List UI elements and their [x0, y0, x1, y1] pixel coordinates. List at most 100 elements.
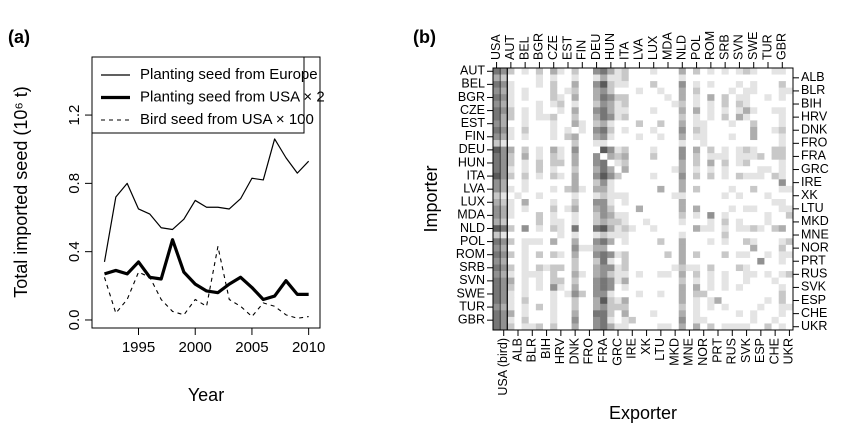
x-tick-label: BGR [532, 33, 546, 60]
heat-cell [650, 94, 658, 102]
heat-cell [778, 218, 787, 226]
heat-cell [785, 146, 794, 154]
heat-cell [600, 192, 608, 200]
heat-cell [721, 107, 730, 115]
heat-cell [621, 113, 630, 121]
heat-cell [693, 126, 701, 134]
heat-cell [514, 231, 522, 239]
heat-cell [550, 81, 558, 88]
heat-cell [721, 166, 730, 174]
heat-cell [578, 126, 587, 134]
heat-cell [771, 231, 780, 239]
heat-cell [614, 238, 622, 246]
heat-cell [507, 251, 515, 259]
heat-cell [521, 113, 530, 121]
heat-cell [500, 87, 508, 95]
heat-cell [728, 199, 737, 206]
heat-cell [535, 323, 544, 331]
heat-cell [657, 251, 665, 259]
heat-cell [621, 74, 630, 82]
heat-cell [657, 94, 665, 102]
heat-cell [635, 251, 644, 259]
heat-cell [700, 87, 708, 95]
heat-cell [693, 172, 701, 180]
heat-cell [671, 192, 680, 200]
heat-cell [557, 316, 565, 324]
heat-cell [578, 310, 587, 318]
heat-cell [514, 271, 522, 278]
heat-cell [757, 172, 765, 180]
heat-cell [721, 192, 730, 200]
heat-cell [685, 316, 694, 324]
x-tick-label: FRO [582, 338, 596, 365]
heat-cell [635, 100, 644, 108]
heat-cell [571, 81, 580, 88]
heat-cell [521, 238, 530, 246]
heat-cell [621, 179, 630, 187]
heat-cell [700, 271, 708, 278]
heat-cell [543, 244, 551, 252]
heat-cell [564, 205, 572, 213]
heat-cell [628, 74, 637, 82]
heat-cell [614, 74, 622, 82]
heat-cell [521, 290, 530, 298]
heat-cell [743, 74, 751, 82]
heat-cell [528, 68, 537, 75]
heat-cell [643, 120, 651, 128]
heat-cell [578, 159, 587, 167]
heat-cell [614, 231, 622, 239]
x-tick-label: ITA [617, 41, 631, 60]
heat-cell [785, 153, 794, 160]
heat-cell [643, 107, 651, 115]
heat-cell [593, 310, 601, 318]
heat-cell [714, 316, 722, 324]
heat-cell [543, 172, 551, 180]
heat-cell [664, 303, 672, 311]
heat-cell [657, 100, 665, 108]
heat-cell [735, 310, 744, 318]
heat-cell [721, 172, 730, 180]
heat-cell [578, 284, 587, 291]
heat-cell [707, 81, 715, 88]
heat-cell [657, 172, 665, 180]
heat-cell [785, 238, 794, 246]
heat-cell [593, 290, 601, 298]
heat-cell [521, 126, 530, 134]
heat-cell [543, 113, 551, 121]
heat-cell [735, 133, 744, 141]
heat-cell [543, 257, 551, 265]
heat-cell [771, 172, 780, 180]
heat-cell [735, 231, 744, 239]
heat-cell [585, 81, 594, 88]
heat-cell [493, 94, 501, 102]
heat-cell [714, 264, 722, 272]
heat-cell [621, 120, 630, 128]
heat-cell [528, 303, 537, 311]
heat-cell [764, 297, 772, 305]
heat-cell [714, 159, 722, 167]
heat-cell [507, 120, 515, 128]
x-tick-label: BEL [517, 36, 531, 60]
heat-cell [564, 290, 572, 298]
heat-cell [543, 146, 551, 154]
heat-cell [707, 166, 715, 174]
heat-cell [750, 323, 758, 331]
heat-cell [528, 238, 537, 246]
heat-cell [721, 74, 730, 82]
heat-cell [643, 153, 651, 160]
heat-cell [721, 212, 730, 219]
heat-cell [657, 81, 665, 88]
heat-cell [750, 68, 758, 75]
heat-cell [628, 199, 637, 206]
heat-cell [735, 264, 744, 272]
heat-cell [585, 153, 594, 160]
heat-cell [507, 133, 515, 141]
heat-cell [685, 264, 694, 272]
y-tick-label: LUX [461, 195, 486, 209]
heat-cell [493, 205, 501, 213]
heat-cell [593, 231, 601, 239]
heat-cell [743, 238, 751, 246]
heat-cell [707, 316, 715, 324]
heat-cell [785, 172, 794, 180]
heat-cell [714, 179, 722, 187]
